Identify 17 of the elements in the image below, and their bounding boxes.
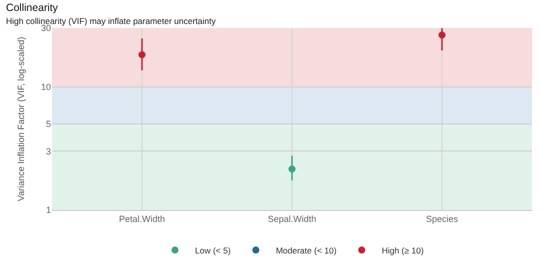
chart-subtitle: High collinearity (VIF) may inflate parameter uncertainty: [6, 16, 216, 26]
y-tick-label: 5: [46, 119, 51, 130]
x-tick-label: Species: [426, 214, 459, 224]
y-tick-label: 10: [40, 82, 51, 92]
chart-title: Collinearity: [6, 2, 59, 14]
point: [438, 32, 446, 39]
x-tick-label: Petal.Width: [118, 214, 166, 224]
legend-label: High (≥ 10): [382, 245, 424, 256]
y-tick-label: 3: [46, 146, 51, 156]
y-tick-label: 1: [46, 205, 51, 216]
x-tick-label: Sepal.Width: [268, 214, 316, 224]
y-axis-title: Variance Inflation Factor (VIF, log-scaled): [16, 36, 26, 202]
legend-label: Low (< 5): [195, 245, 231, 256]
point: [138, 51, 146, 58]
point: [288, 166, 296, 173]
legend-label: Moderate (< 10): [276, 245, 337, 256]
y-tick-label: 30: [40, 23, 51, 34]
